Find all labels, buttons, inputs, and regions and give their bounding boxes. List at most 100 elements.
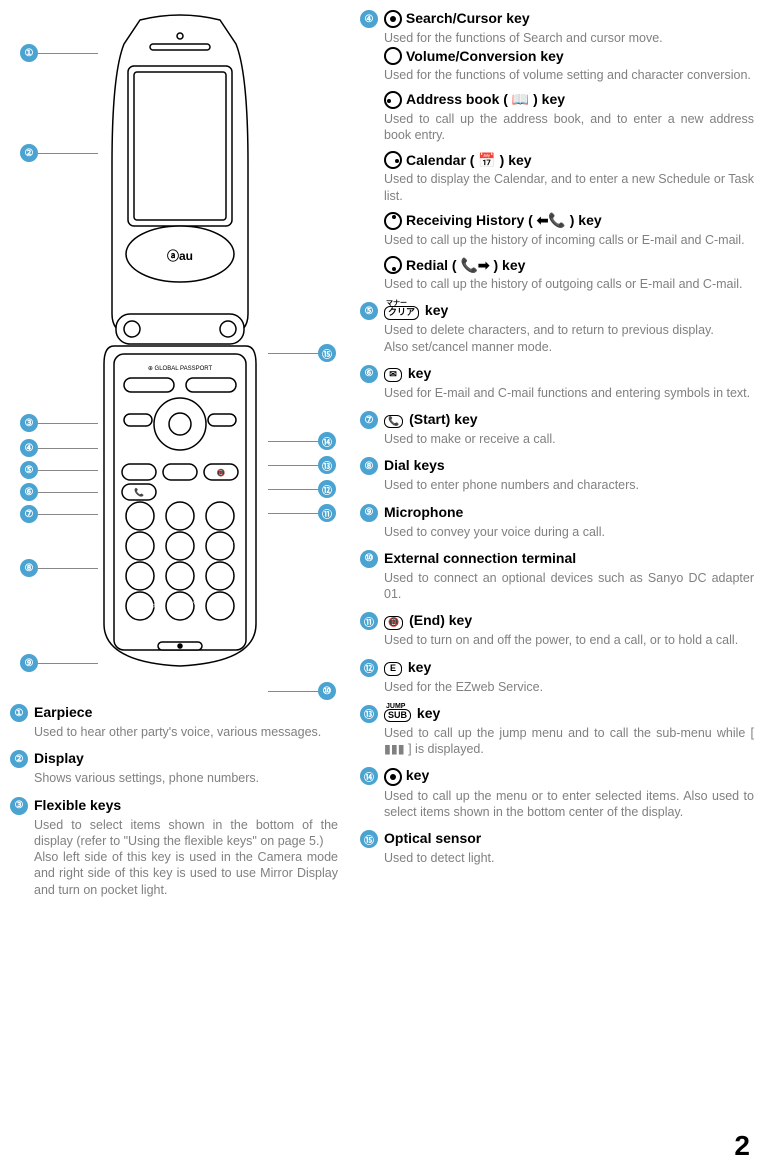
callout-⑫: ⑫ [268, 480, 336, 498]
svg-text:JUMP: JUMP [212, 408, 226, 414]
callout-⑤: ⑤ [20, 461, 98, 479]
feature-subitem: Address book ( 📖 ) keyUsed to call up th… [384, 91, 754, 144]
svg-text:⊕ GLOBAL PASSPORT: ⊕ GLOBAL PASSPORT [148, 366, 213, 372]
feature-badge: ⑪ [360, 612, 378, 630]
svg-text:7: 7 [135, 572, 141, 583]
feature-badge: ④ [360, 10, 378, 28]
svg-text:クリア: クリア [129, 418, 147, 425]
cursor-right-icon [384, 151, 402, 169]
svg-text:*: * [134, 600, 139, 614]
svg-text:▸: ▸ [196, 423, 199, 429]
callout-⑪: ⑪ [268, 504, 336, 522]
feature-title: 📞 (Start) key [384, 411, 478, 428]
feature-item: ⑮ Optical sensor Used to detect light. [360, 830, 754, 866]
feature-sub-title: Calendar ( 📅 ) key [406, 152, 532, 169]
feature-item: ⑨MicrophoneUsed to convey your voice dur… [360, 504, 754, 540]
svg-text:0: 0 [175, 602, 181, 613]
feature-title: ✉ key [384, 365, 431, 382]
callout-⑬: ⑬ [268, 456, 336, 474]
svg-text:9: 9 [215, 572, 221, 583]
callout-⑩: ⑩ [268, 682, 336, 700]
svg-text:さ: さ [224, 515, 228, 521]
feature-title: E key [384, 659, 431, 676]
feature-item: ⑬JUMPSUB keyUsed to call up the jump men… [360, 705, 754, 758]
key-icon: クリア [384, 306, 419, 320]
right-feature-list: ④ Search/Cursor key Used for the function… [360, 10, 754, 866]
svg-text:わをん: わをん [184, 599, 196, 605]
callout-⑮: ⑮ [268, 344, 336, 362]
callout-②: ② [20, 144, 98, 162]
feature-item: ⑤マナークリア keyUsed to delete characters, an… [360, 302, 754, 355]
callout-⑨: ⑨ [20, 654, 98, 672]
svg-text:.@: .@ [144, 513, 149, 518]
key-icon: E [384, 662, 402, 676]
cursor-down-icon [384, 256, 402, 274]
svg-text:WXY: WXY [224, 570, 233, 575]
feature-desc: Shows various settings, phone numbers. [34, 770, 338, 786]
feature-sub-title: Address book ( 📖 ) key [406, 91, 565, 108]
feature-item: ②DisplayShows various settings, phone nu… [10, 750, 338, 786]
feature-sub-desc: Used to call up the history of incoming … [384, 232, 754, 248]
cursor-left-icon [384, 91, 402, 109]
feature-badge: ⑥ [360, 365, 378, 383]
svg-text:マナー: マナー [136, 408, 151, 414]
svg-text:⬚: ⬚ [177, 402, 183, 408]
feature-desc: Used to call up the jump menu and to cal… [384, 725, 754, 758]
feature-badge: ⑩ [360, 550, 378, 568]
feature-desc: Used to hear other party's voice, variou… [34, 724, 338, 740]
cursor-center-icon [384, 768, 402, 786]
feature-sub-desc: Used to display the Calendar, and to ent… [384, 171, 754, 204]
feature-desc: Used for the EZweb Service. [384, 679, 754, 695]
svg-text:か: か [184, 515, 188, 521]
feature-title: 📵 (End) key [384, 612, 472, 629]
feature-title: Search/Cursor key [384, 10, 530, 28]
svg-text:JKL: JKL [184, 540, 192, 545]
feature-desc: Used to connect an optional devices such… [384, 570, 754, 603]
feature-badge: ⑫ [360, 659, 378, 677]
feature-title: Microphone [384, 504, 463, 520]
feature-item: ①EarpieceUsed to hear other party's voic… [10, 704, 338, 740]
feature-item: ⑪ 📵 (End) key Used to turn on and off the … [360, 612, 754, 648]
svg-text:6: 6 [215, 542, 221, 553]
svg-text:by SANYO: by SANYO [168, 632, 192, 638]
svg-text:PQR: PQR [143, 570, 152, 575]
svg-text:文字 ⤴: 文字 ⤴ [224, 631, 240, 638]
feature-subitem: Receiving History ( ⬅📞 ) key Used to call… [384, 212, 754, 248]
feature-desc: Used to enter phone numbers and characte… [384, 477, 754, 493]
feature-desc: Used to detect light. [384, 850, 754, 866]
svg-text:TUV: TUV [184, 570, 192, 575]
key-icon: ✉ [384, 368, 402, 382]
feature-subitem: Calendar ( 📅 ) key Used to display the Ca… [384, 151, 754, 204]
feature-sub-title: Receiving History ( ⬅📞 ) key [406, 212, 602, 229]
feature-item: ⑧Dial keysUsed to enter phone numbers an… [360, 457, 754, 493]
svg-text:8: 8 [175, 572, 181, 583]
svg-text:3: 3 [215, 512, 221, 523]
callout-⑧: ⑧ [20, 559, 98, 577]
feature-desc: Used to call up the menu or to enter sel… [384, 788, 754, 821]
callout-⑭: ⑭ [268, 432, 336, 450]
phone-illustration: ⓐau ⊕ GLOBAL PASSPORT [80, 14, 280, 674]
feature-title: Display [34, 750, 84, 766]
svg-text:ⓐau: ⓐau [167, 248, 193, 263]
key-icon: 📵 [384, 616, 403, 630]
svg-text:記号/絵文字: 記号/絵文字 [167, 455, 193, 462]
feature-subitem: Volume/Conversion keyUsed for the functi… [384, 47, 754, 83]
svg-text:E: E [177, 468, 182, 477]
svg-text:◉⬌◉: ◉⬌◉ [130, 632, 144, 638]
callout-⑦: ⑦ [20, 505, 98, 523]
feature-sub-title: Redial ( 📞➡ ) key [406, 257, 525, 274]
svg-text:や: や [184, 575, 188, 581]
feature-badge: ⑮ [360, 830, 378, 848]
feature-desc: Used to turn on and off the power, to en… [384, 632, 754, 648]
feature-badge: ⑧ [360, 457, 378, 475]
svg-text:Sま: Sま [143, 576, 150, 581]
svg-text:◂: ◂ [160, 423, 163, 429]
svg-text:小文字: 小文字 [144, 602, 156, 608]
feature-sub-desc: Used to call up the history of outgoing … [384, 276, 754, 292]
svg-text:ABC: ABC [184, 510, 192, 515]
feature-sub-desc: Used for the functions of volume setting… [384, 67, 754, 83]
feature-badge: ⑦ [360, 411, 378, 429]
feature-badge: ⑨ [360, 504, 378, 522]
feature-subitem: Redial ( 📞➡ ) key Used to call up the his… [384, 256, 754, 292]
feature-title: Optical sensor [384, 830, 481, 846]
